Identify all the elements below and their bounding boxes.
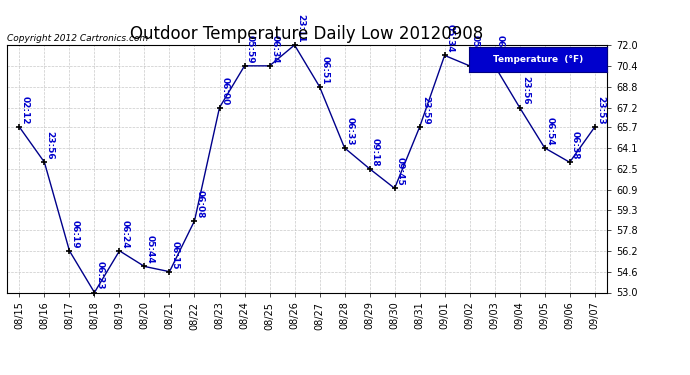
Text: 02:12: 02:12 xyxy=(21,96,30,124)
Text: 23:56: 23:56 xyxy=(521,76,530,105)
Text: 06:34: 06:34 xyxy=(270,34,279,63)
Text: 06:15: 06:15 xyxy=(170,240,179,269)
Text: 06:38: 06:38 xyxy=(571,131,580,160)
Text: 23:56: 23:56 xyxy=(46,131,55,160)
Text: 09:45: 09:45 xyxy=(396,157,405,186)
Text: 06:08: 06:08 xyxy=(196,190,205,218)
Text: 06:24: 06:24 xyxy=(121,220,130,248)
Text: 09:18: 09:18 xyxy=(371,138,380,166)
Text: 06:00: 06:00 xyxy=(221,76,230,105)
Text: 06:02: 06:02 xyxy=(496,35,505,63)
Text: 06:23: 06:23 xyxy=(96,261,105,290)
Text: 05:44: 05:44 xyxy=(146,235,155,264)
Text: 06:54: 06:54 xyxy=(546,117,555,145)
Text: 06:51: 06:51 xyxy=(321,56,330,84)
Text: 05:59: 05:59 xyxy=(246,34,255,63)
Text: 05:34: 05:34 xyxy=(446,24,455,53)
Text: 23:53: 23:53 xyxy=(596,96,605,124)
Text: Copyright 2012 Cartronics.com: Copyright 2012 Cartronics.com xyxy=(7,33,148,42)
Text: 06:33: 06:33 xyxy=(346,117,355,145)
Text: 23:59: 23:59 xyxy=(421,96,430,124)
Text: 05:52: 05:52 xyxy=(471,35,480,63)
Title: Outdoor Temperature Daily Low 20120908: Outdoor Temperature Daily Low 20120908 xyxy=(130,26,484,44)
Text: 06:19: 06:19 xyxy=(70,220,79,248)
Text: 23:11: 23:11 xyxy=(296,14,305,42)
